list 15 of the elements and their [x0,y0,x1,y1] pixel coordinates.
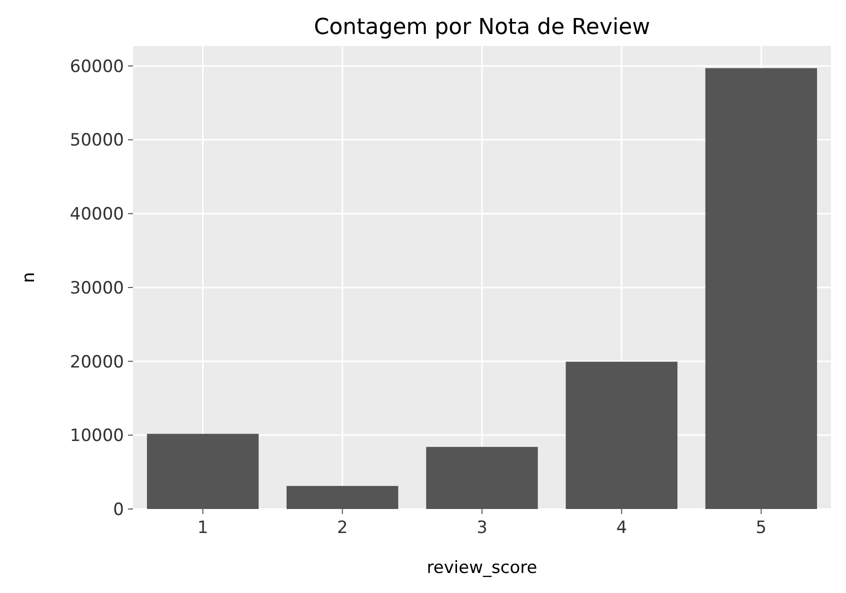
y-axis-title: n [19,272,39,283]
y-tick-label: 40000 [70,204,124,225]
y-tick-label: 0 [113,500,124,520]
x-tick-label: 3 [476,518,488,538]
y-tick-label: 10000 [70,426,124,446]
x-tick-label: 5 [756,518,767,538]
y-tick-label: 30000 [70,278,124,298]
x-tick-label: 4 [616,518,628,538]
x-tick-label: 1 [197,518,208,538]
y-tick-label: 20000 [70,352,124,372]
chart-title: Contagem por Nota de Review [314,15,650,40]
x-tick-label: 2 [336,518,348,538]
x-axis-title: review_score [426,558,538,578]
y-tick-label: 50000 [70,130,124,151]
y-tick-label: 60000 [70,56,124,77]
